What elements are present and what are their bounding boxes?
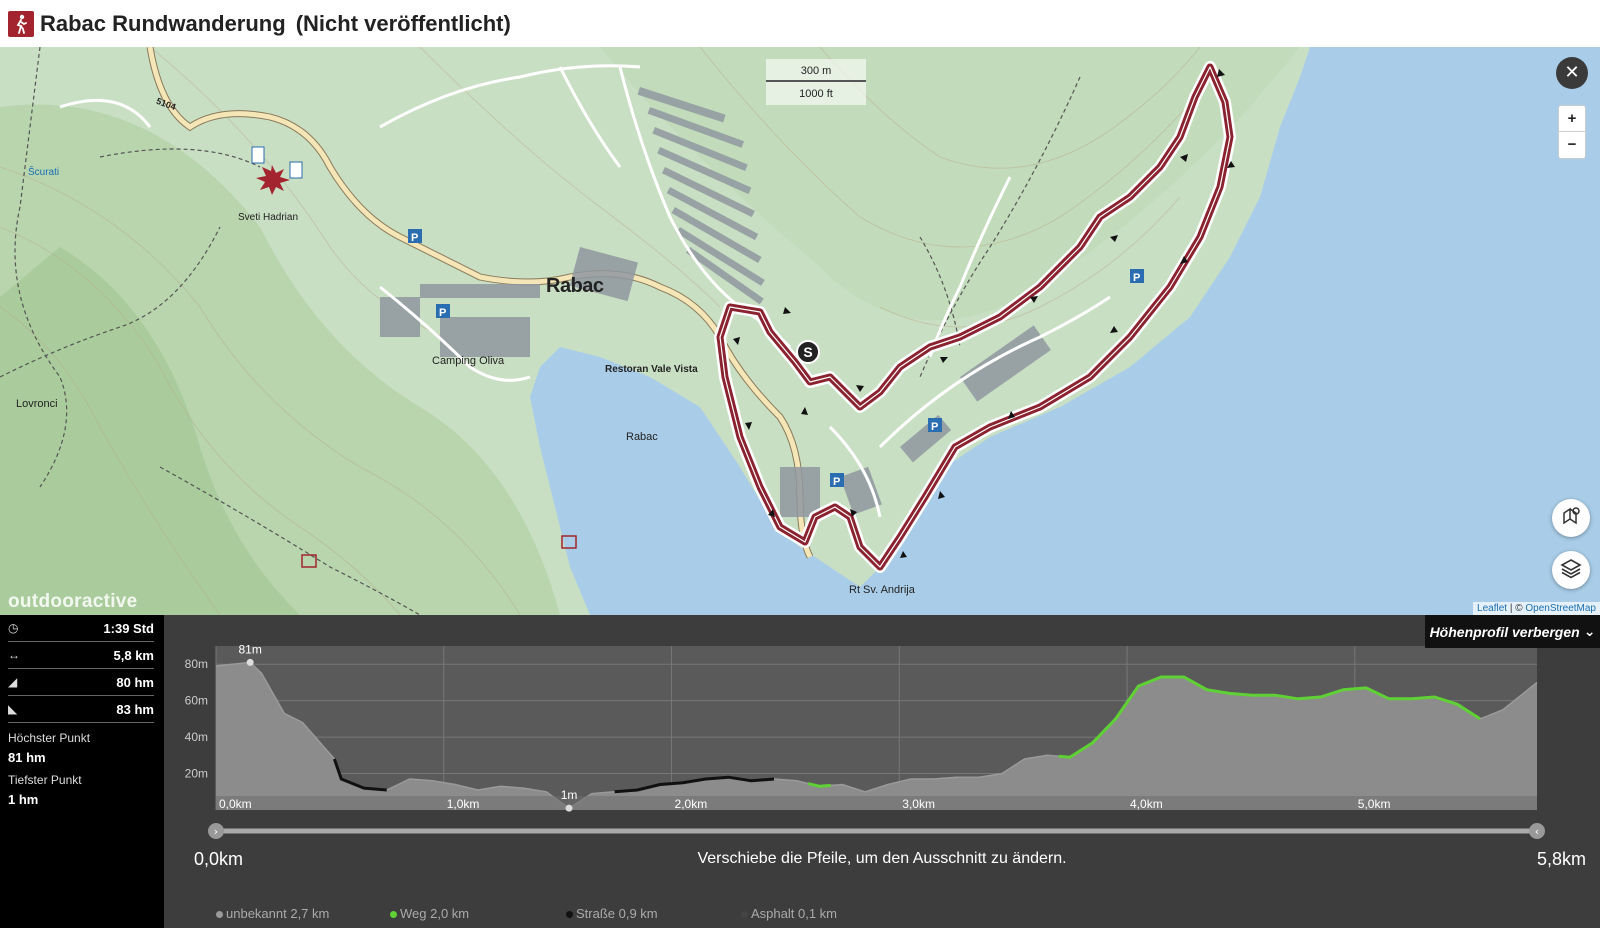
page-title: Rabac Rundwanderung	[40, 10, 286, 36]
arrow-left-icon: ‹	[1535, 825, 1539, 838]
x-tick-label: 3,0km	[902, 797, 935, 811]
map-label-scurati: Šcurati	[28, 167, 60, 178]
stat-distance: ↔ 5,8 km	[8, 642, 154, 669]
map-label-lovronci: Lovronci	[16, 398, 58, 410]
x-tick-label: 4,0km	[1130, 797, 1163, 811]
segment-weg	[807, 782, 832, 788]
map-canvas[interactable]: S P P P P P	[0, 47, 1600, 615]
distance-icon: ↔	[8, 648, 20, 662]
segment-weg	[1058, 675, 1481, 759]
zoom-in-button[interactable]: +	[1559, 106, 1585, 132]
legend-item-strasse: Straße 0,9 km	[566, 906, 658, 921]
arrow-right-icon: ›	[214, 825, 218, 838]
map-scale: 300 m 1000 ft	[766, 59, 866, 105]
range-handle-left[interactable]	[208, 823, 224, 839]
segment-unbekannt	[830, 754, 1059, 793]
hide-profile-button[interactable]: Höhenprofil verbergen ⌄	[1425, 615, 1600, 648]
y-tick-label: 40m	[185, 730, 208, 744]
page-header: Rabac Rundwanderung (Nicht veröffentlich…	[0, 0, 1600, 47]
range-end-label: 5,8km	[1536, 849, 1586, 869]
map-label-rabac-bay: Rabac	[626, 431, 658, 443]
x-tick-label: 0,0km	[219, 797, 252, 811]
range-handle-right[interactable]	[1529, 823, 1545, 839]
elevation-area	[216, 662, 1537, 810]
legend-dot	[741, 911, 748, 919]
highest-point-value: 81 hm	[8, 750, 46, 765]
scale-metric: 300 m	[766, 59, 866, 82]
y-tick-label: 20m	[185, 767, 208, 781]
map-label-camping: Camping Oliva	[432, 355, 505, 367]
legend-item-unbekannt: unbekannt 2,7 km	[216, 906, 329, 921]
annotation-label: 1m	[561, 788, 578, 802]
legend-item-asphalt: Asphalt 0,1 km	[741, 906, 837, 921]
stat-descent: ◣ 83 hm	[8, 696, 154, 723]
svg-text:P: P	[833, 476, 840, 488]
zoom-control: + −	[1558, 105, 1586, 159]
distance-value: 5,8 km	[113, 647, 154, 663]
legend-dot	[566, 911, 573, 919]
clock-icon: ◷	[8, 621, 19, 635]
map-label-sveti-hadrian: Sveti Hadrian	[238, 212, 299, 223]
segment-straße	[614, 775, 775, 794]
x-tick-label: 1,0km	[447, 797, 480, 811]
legend-dot	[216, 911, 223, 919]
elevation-profile: 20m 40m 60m 80m 0,0km 1,0km 2,0km 3,0km 4,0km 5,0…	[164, 615, 1600, 928]
legend-item-weg: Weg 2,0 km	[390, 906, 469, 921]
publish-status: (Nicht veröffentlicht)	[295, 10, 511, 36]
ascent-value: 80 hm	[116, 674, 154, 690]
segment-unbekannt	[773, 778, 809, 785]
map-attribution: Leaflet | © OpenStreetMap	[1473, 602, 1600, 615]
x-tick-label: 2,0km	[675, 797, 708, 811]
layers-icon	[1560, 557, 1582, 584]
y-tick-label: 80m	[185, 657, 208, 671]
map-label-cape: Rt Sv. Andrija	[849, 584, 915, 596]
elevation-chart[interactable]: 20m 40m 60m 80m 0,0km 1,0km 2,0km 3,0km 4,0km 5,0…	[164, 615, 1600, 928]
svg-text:P: P	[411, 232, 418, 244]
scale-imperial: 1000 ft	[799, 88, 833, 100]
x-axis-band	[216, 796, 1537, 810]
svg-text:P: P	[931, 421, 938, 433]
map-label-rabac: Rabac	[546, 275, 604, 297]
svg-text:S: S	[803, 344, 812, 360]
route-planner-button[interactable]	[1552, 499, 1590, 537]
map-view[interactable]: S P P P P P Rabac Rabac Sveti Hadrian Ca…	[0, 47, 1600, 615]
close-button[interactable]: ✕	[1556, 57, 1588, 89]
annotation-label: 81m	[238, 642, 261, 656]
svg-text:P: P	[1133, 272, 1140, 284]
route-planner-icon	[1560, 505, 1582, 532]
lowest-point-label: Tiefster Punkt	[8, 773, 82, 787]
tour-stats: ◷ 1:39 Std ↔ 5,8 km ◢ 80 hm ◣ 83 hm Höch…	[0, 615, 164, 928]
y-tick-label: 60m	[185, 694, 208, 708]
annotation-point	[246, 658, 254, 666]
stat-ascent: ◢ 80 hm	[8, 669, 154, 696]
segment-straße	[332, 758, 387, 792]
leaflet-link[interactable]: Leaflet	[1477, 603, 1508, 614]
annotation-point	[565, 804, 573, 812]
legend-dot	[390, 911, 397, 919]
ascent-icon: ◢	[8, 675, 18, 689]
brand-logo: outdooractive	[8, 591, 138, 612]
chevron-down-icon: ⌄	[1583, 623, 1596, 639]
range-hint: Verschiebe die Pfeile, um den Ausschnitt…	[697, 850, 1067, 867]
lowest-point-value: 1 hm	[8, 792, 39, 807]
osm-link[interactable]: OpenStreetMap	[1525, 603, 1596, 614]
descent-value: 83 hm	[116, 701, 154, 717]
map-label-restaurant: Restoran Vale Vista	[605, 364, 698, 375]
zoom-out-button[interactable]: −	[1567, 136, 1577, 153]
descent-icon: ◣	[8, 702, 18, 716]
x-tick-label: 5,0km	[1358, 797, 1391, 811]
range-start-label: 0,0km	[194, 849, 244, 869]
layers-button[interactable]	[1552, 551, 1590, 589]
hiking-icon	[8, 10, 34, 37]
duration-value: 1:39 Std	[103, 620, 154, 636]
highest-point-label: Höchster Punkt	[8, 731, 91, 745]
segment-unbekannt	[1479, 681, 1538, 720]
segment-unbekannt	[215, 661, 335, 760]
stat-duration: ◷ 1:39 Std	[8, 615, 154, 642]
svg-text:P: P	[439, 307, 446, 319]
